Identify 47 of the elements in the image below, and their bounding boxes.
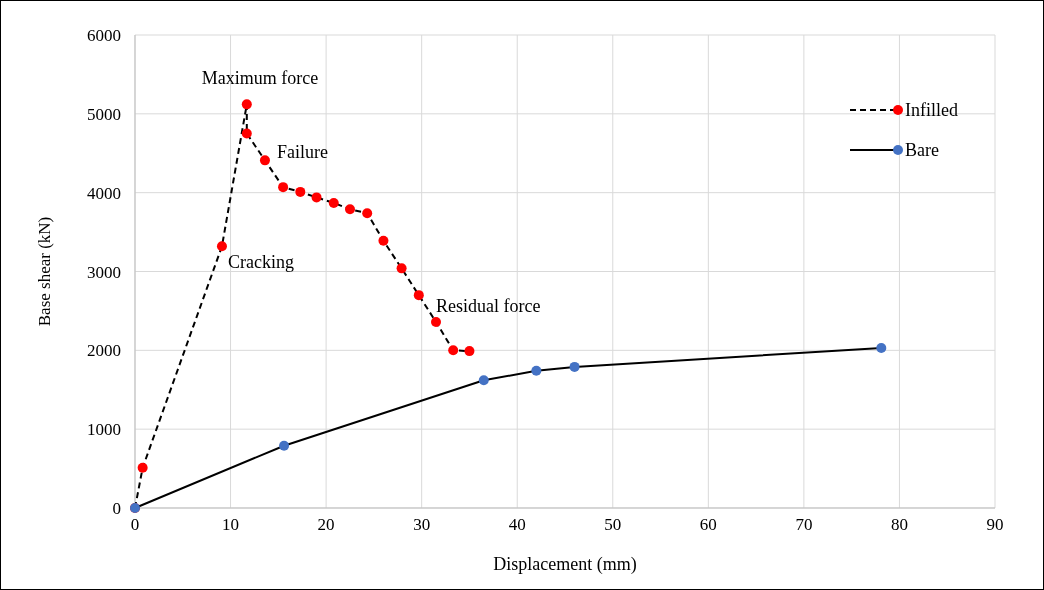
annotation: Maximum force [201,68,319,89]
point [413,290,424,301]
annotation: Cracking [227,252,294,273]
point [378,235,389,246]
point [531,365,542,376]
point [345,204,355,215]
point [876,342,887,353]
point [216,241,227,252]
y-tick-label: 0 [112,499,121,518]
x-axis-title: Displacement (mm) [493,554,637,575]
annotation: Failure [276,142,328,163]
x-tick-label: 20 [317,515,335,534]
y-tick-label: 5000 [87,104,121,124]
point [328,197,339,208]
point [478,375,489,386]
point [569,361,580,372]
point [311,192,322,203]
x-tick-label: 10 [222,515,240,534]
x-tick-label: 50 [604,515,622,534]
point [259,155,270,166]
y-tick-label: 4000 [87,183,121,203]
point [241,128,252,139]
x-tick-label: 80 [890,515,908,534]
x-tick-label: 90 [986,515,1004,534]
point [464,346,475,357]
y-tick-label: 1000 [87,420,121,440]
x-tick-label: 30 [413,515,431,534]
y-axis-title: Base shear (kN) [35,216,54,327]
point [362,208,373,219]
point [137,462,148,473]
y-tick-label: 6000 [87,26,121,45]
point [279,440,290,451]
point [241,99,252,110]
y-tick-label: 3000 [87,262,121,282]
x-tick-label: 0 [130,515,140,534]
x-tick-label: 40 [508,515,526,534]
point [448,345,459,356]
x-tick-label: 70 [795,515,813,534]
point [295,186,306,197]
point [278,182,289,193]
x-tick-label: 60 [699,515,717,534]
point [431,316,441,327]
y-tick-label: 2000 [87,341,121,361]
legend-label: Infilled [905,100,958,120]
annotation: Residual force [436,295,541,316]
point [396,263,407,274]
legend-label: Bare [905,140,939,160]
